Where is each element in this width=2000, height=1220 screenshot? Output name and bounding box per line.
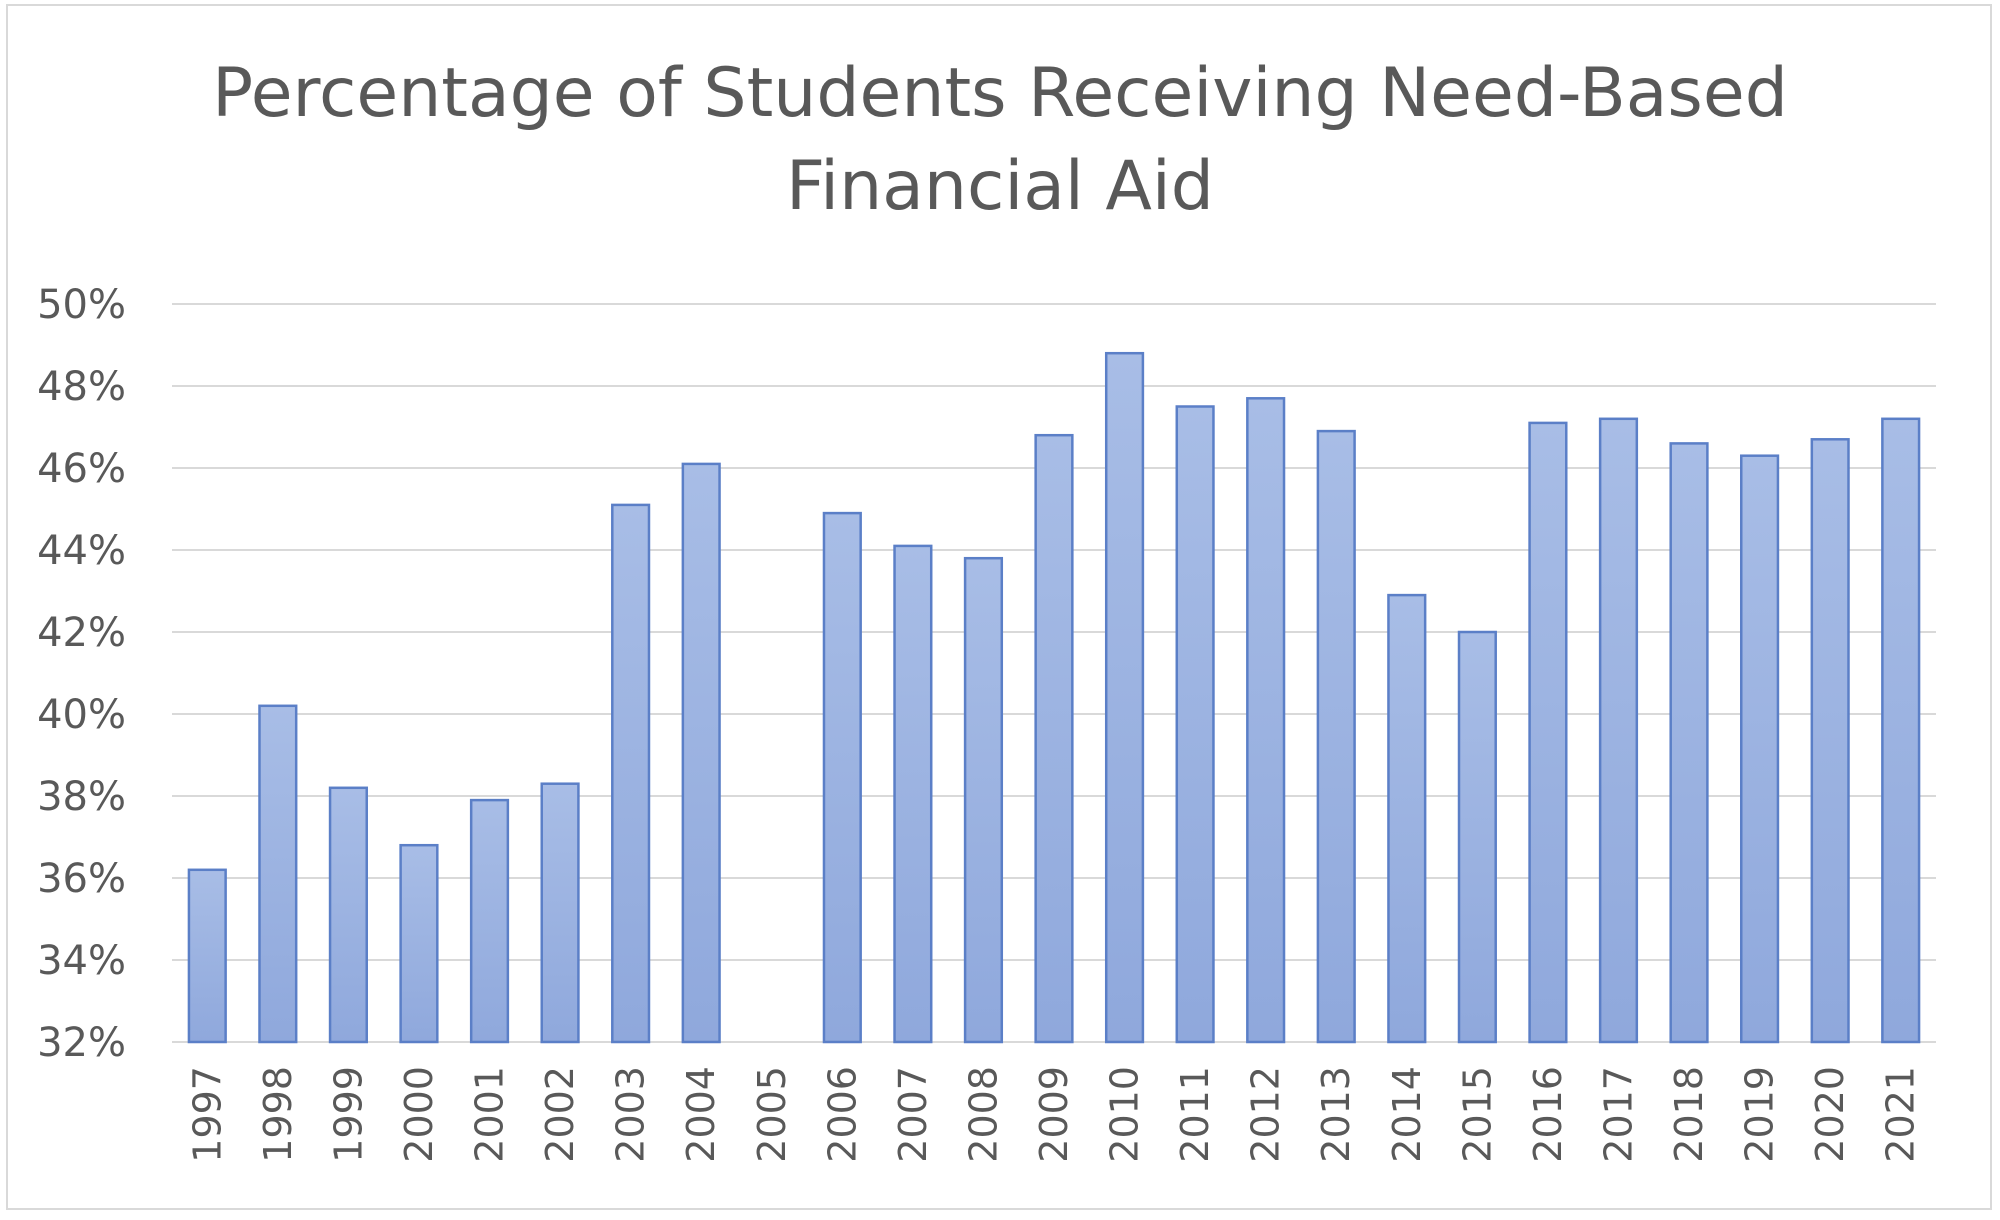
x-tick-label: 2002 [538, 1066, 582, 1163]
x-tick-label: 2006 [820, 1066, 864, 1163]
bar-2011 [1175, 405, 1215, 1044]
x-tick-label: 2019 [1738, 1066, 1782, 1163]
bar-2020 [1810, 438, 1850, 1044]
x-tick-label: 2001 [468, 1066, 512, 1163]
y-tick-label: 44% [37, 528, 126, 574]
y-tick-label: 48% [37, 364, 126, 410]
bar-2003 [611, 503, 651, 1044]
bar-2009 [1034, 433, 1074, 1044]
bar-1997 [187, 868, 227, 1044]
y-tick-label: 36% [37, 856, 126, 902]
bar-2019 [1740, 454, 1780, 1044]
x-tick-label: 2013 [1314, 1066, 1358, 1163]
y-tick-label: 42% [37, 610, 126, 656]
bar-2012 [1246, 397, 1286, 1044]
bar-chart: Percentage of Students Receiving Need-Ba… [37, 54, 1936, 1163]
y-tick-label: 46% [37, 446, 126, 492]
x-tick-label: 2004 [679, 1066, 723, 1163]
x-tick-label: 2008 [961, 1066, 1005, 1163]
bar-2021 [1881, 417, 1921, 1044]
chart-frame: Percentage of Students Receiving Need-Ba… [6, 4, 1992, 1210]
bar-2006 [822, 511, 862, 1044]
bar-2004 [681, 462, 721, 1044]
bar-2018 [1669, 442, 1709, 1044]
bar-2016 [1528, 421, 1568, 1044]
bar-2007 [893, 544, 933, 1044]
bar-2008 [963, 556, 1004, 1044]
y-tick-label: 40% [37, 692, 126, 738]
x-tick-label: 1998 [256, 1066, 300, 1163]
y-tick-label: 50% [37, 282, 126, 328]
x-tick-label: 2011 [1173, 1066, 1217, 1163]
y-tick-label: 34% [37, 938, 126, 984]
bar-2015 [1457, 630, 1497, 1044]
bar-1998 [258, 704, 298, 1044]
y-tick-label: 32% [37, 1020, 126, 1066]
bar-2014 [1387, 593, 1427, 1044]
bar-2017 [1598, 417, 1639, 1044]
x-tick-label: 2009 [1032, 1066, 1076, 1163]
chart-title-line-2: Financial Aid [786, 147, 1214, 226]
x-tick-label: 2014 [1385, 1066, 1429, 1163]
x-tick-label: 2012 [1244, 1066, 1288, 1163]
x-tick-label: 2003 [609, 1066, 653, 1163]
bar-2000 [399, 843, 439, 1044]
x-tick-label: 2020 [1808, 1066, 1852, 1163]
bars [187, 351, 1921, 1044]
bar-1999 [328, 786, 368, 1044]
x-tick-label: 2015 [1455, 1066, 1499, 1163]
bar-2002 [540, 782, 580, 1044]
x-tick-label: 2016 [1526, 1066, 1570, 1163]
x-tick-label: 2005 [750, 1066, 794, 1163]
bar-2010 [1104, 351, 1145, 1044]
x-axis-tick-labels: 1997 1998 1999 2000 2001 2002 2003 2004 2005 2006… [185, 1066, 1922, 1163]
x-tick-label: 2000 [397, 1066, 441, 1163]
y-tick-label: 38% [37, 774, 126, 820]
x-tick-label: 2018 [1667, 1066, 1711, 1163]
x-tick-label: 1999 [326, 1066, 370, 1163]
y-axis-tick-labels: 32% 34% 36% 38% 40% 42% 44% 46% 48% 50% [37, 282, 126, 1066]
x-tick-label: 1997 [185, 1066, 229, 1163]
x-tick-label: 2021 [1879, 1066, 1923, 1163]
chart-title-line-1: Percentage of Students Receiving Need-Ba… [212, 54, 1788, 133]
bar-2001 [469, 798, 510, 1044]
x-tick-label: 2017 [1596, 1066, 1640, 1163]
x-tick-label: 2007 [891, 1066, 935, 1163]
bar-2013 [1316, 429, 1356, 1044]
x-tick-label: 2010 [1103, 1066, 1147, 1163]
